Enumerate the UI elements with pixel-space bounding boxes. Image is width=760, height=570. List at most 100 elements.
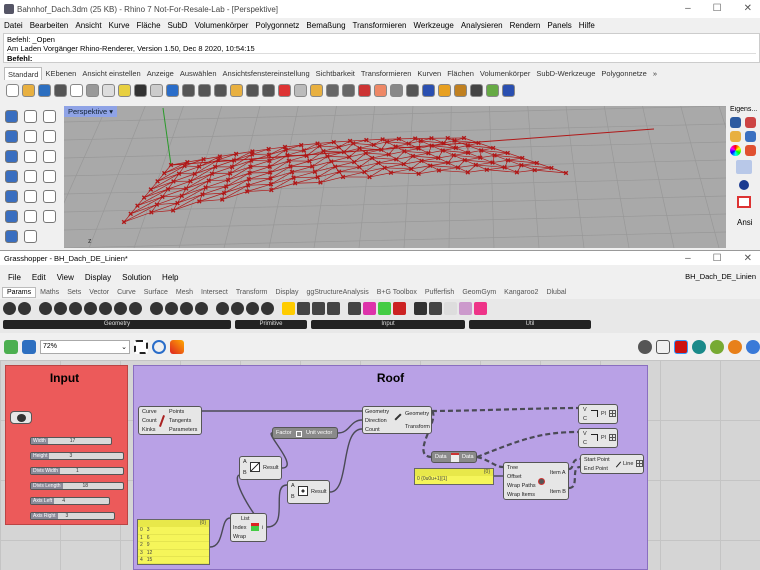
slider-value[interactable]: 17 (69, 438, 76, 444)
display-icon-1[interactable] (692, 340, 706, 354)
gh-ribbon-component-icon[interactable] (312, 302, 325, 315)
input-a[interactable]: A (243, 459, 247, 465)
polyline-component-2[interactable]: V C Pl (578, 428, 618, 448)
toolbar-button-icon[interactable] (102, 83, 115, 97)
toolbar-tab[interactable]: Sichtbarkeit (315, 69, 355, 78)
input-count[interactable]: Count (365, 427, 380, 433)
toolbar-tab[interactable]: SubD-Werkzeuge (536, 69, 596, 78)
ribbon-group-geometry[interactable]: Geometry (3, 320, 231, 329)
input-wrap-items[interactable]: Wrap Items (507, 492, 536, 498)
left-tool-icon[interactable] (5, 170, 18, 183)
toolbar-button-icon[interactable] (86, 83, 99, 97)
number-slider[interactable]: Height 3 (30, 452, 124, 460)
geometry-param-component[interactable] (10, 411, 32, 424)
maximize-button[interactable]: ☐ (712, 3, 722, 14)
toolbar-button-icon[interactable] (278, 83, 291, 97)
menu-item[interactable]: Volumenkörper (194, 21, 249, 30)
menu-item[interactable]: Rendern (509, 21, 541, 30)
slider-value[interactable]: 18 (82, 483, 89, 489)
input-direction[interactable]: Direction (365, 418, 387, 424)
toolbar-button-icon[interactable] (38, 83, 51, 97)
gh-ribbon-component-icon[interactable] (150, 302, 163, 315)
gh-minimize-button[interactable]: – (685, 253, 691, 264)
left-tool-icon[interactable] (24, 170, 37, 183)
input-factor[interactable]: Factor (276, 430, 292, 436)
gh-close-button[interactable]: ✕ (743, 253, 752, 264)
toolbar-tab[interactable]: Volumenkörper (479, 69, 531, 78)
left-tool-icon[interactable] (24, 150, 37, 163)
gh-ribbon-component-icon[interactable] (414, 302, 427, 315)
left-tool-icon[interactable] (5, 110, 18, 123)
slider-value[interactable]: 3 (69, 453, 73, 459)
input-curve[interactable]: Curve (142, 409, 157, 415)
toolbar-button-icon[interactable] (214, 83, 227, 97)
left-tool-icon[interactable] (43, 210, 56, 223)
input-vertices[interactable]: V (583, 407, 587, 413)
division-component[interactable]: A B Result (239, 456, 282, 480)
gh-tab[interactable]: Params (2, 286, 37, 298)
gh-tab[interactable]: GeomGym (462, 288, 497, 296)
menu-item[interactable]: Transformieren (352, 21, 407, 30)
gh-tab[interactable]: Transform (235, 288, 268, 296)
toolbar-button-icon[interactable] (22, 83, 35, 97)
preview-shaded-icon[interactable] (656, 340, 670, 354)
gh-menu-item[interactable]: Solution (122, 272, 152, 282)
command-input[interactable]: Befehl: (7, 53, 756, 63)
output-item[interactable]: i (262, 525, 264, 531)
input-closed[interactable]: C (583, 440, 587, 446)
output-item-b[interactable]: Item B (550, 489, 566, 495)
menu-item[interactable]: Ansicht (75, 21, 102, 30)
gh-maximize-button[interactable]: ☐ (712, 253, 722, 264)
gh-ribbon-component-icon[interactable] (165, 302, 178, 315)
close-button[interactable]: ✕ (743, 3, 752, 14)
toolbar-button-icon[interactable] (438, 83, 451, 97)
left-tool-icon[interactable] (5, 190, 18, 203)
camera-icon[interactable] (736, 160, 752, 174)
output-unit-vector[interactable]: Unit vector (306, 430, 333, 436)
toolbar-button-icon[interactable] (358, 83, 371, 97)
input-a[interactable]: A (291, 483, 295, 489)
unit-vector-component[interactable]: Factor Unit vector (272, 427, 338, 439)
gh-ribbon-component-icon[interactable] (246, 302, 259, 315)
toolbar-button-icon[interactable] (230, 83, 243, 97)
slider-value[interactable]: 1 (76, 468, 79, 474)
toolbar-button-icon[interactable] (134, 83, 147, 97)
left-tool-icon[interactable] (43, 110, 56, 123)
gh-tab[interactable]: Kangaroo2 (504, 288, 539, 296)
menu-item[interactable]: Werkzeuge (413, 21, 454, 30)
left-tool-icon[interactable] (24, 130, 37, 143)
ribbon-group-input[interactable]: Input (311, 320, 465, 329)
toolbar-tab[interactable]: Flächen (447, 69, 474, 78)
left-tool-icon[interactable] (24, 210, 37, 223)
left-tool-icon[interactable] (24, 190, 37, 203)
gh-tab[interactable]: Dlubal (546, 288, 567, 296)
input-b[interactable]: B (291, 494, 295, 500)
expand-icon[interactable] (609, 434, 616, 441)
gh-menu-item[interactable]: View (56, 272, 74, 282)
gh-tab[interactable]: Pufferfish (424, 288, 455, 296)
gh-ribbon-component-icon[interactable] (282, 302, 295, 315)
toolbar-button-icon[interactable] (342, 83, 355, 97)
input-kinks[interactable]: Kinks (142, 427, 156, 433)
toolbar-tab[interactable]: KEbenen (45, 69, 77, 78)
gh-menu-item[interactable]: Help (162, 272, 179, 282)
left-tool-icon[interactable] (43, 190, 56, 203)
menu-item[interactable]: Datei (4, 21, 23, 30)
gh-ribbon-component-icon[interactable] (444, 302, 457, 315)
gh-ribbon-component-icon[interactable] (474, 302, 487, 315)
input-geometry[interactable]: Geometry (365, 409, 390, 415)
gh-ribbon-component-icon[interactable] (363, 302, 376, 315)
group-roof[interactable]: Roof (133, 365, 648, 570)
gh-ribbon-component-icon[interactable] (195, 302, 208, 315)
viewport-dropdown-icon[interactable]: ▾ (109, 107, 114, 116)
input-tree[interactable]: Tree (507, 465, 519, 471)
gh-ribbon-component-icon[interactable] (129, 302, 142, 315)
gh-ribbon-component-icon[interactable] (429, 302, 442, 315)
list-panel[interactable]: {0} 0 3 1 6 2 9 3 12 4 15 (137, 519, 210, 565)
toolbar-tab[interactable]: Transformieren (360, 69, 412, 78)
display-icon-2[interactable] (710, 340, 724, 354)
toolbar-tab[interactable]: Kurven (417, 69, 442, 78)
multiplication-component[interactable]: A B Result (287, 480, 330, 504)
perspective-viewport[interactable]: Perspektive ▾ z (64, 106, 726, 248)
gh-ribbon-component-icon[interactable] (99, 302, 112, 315)
